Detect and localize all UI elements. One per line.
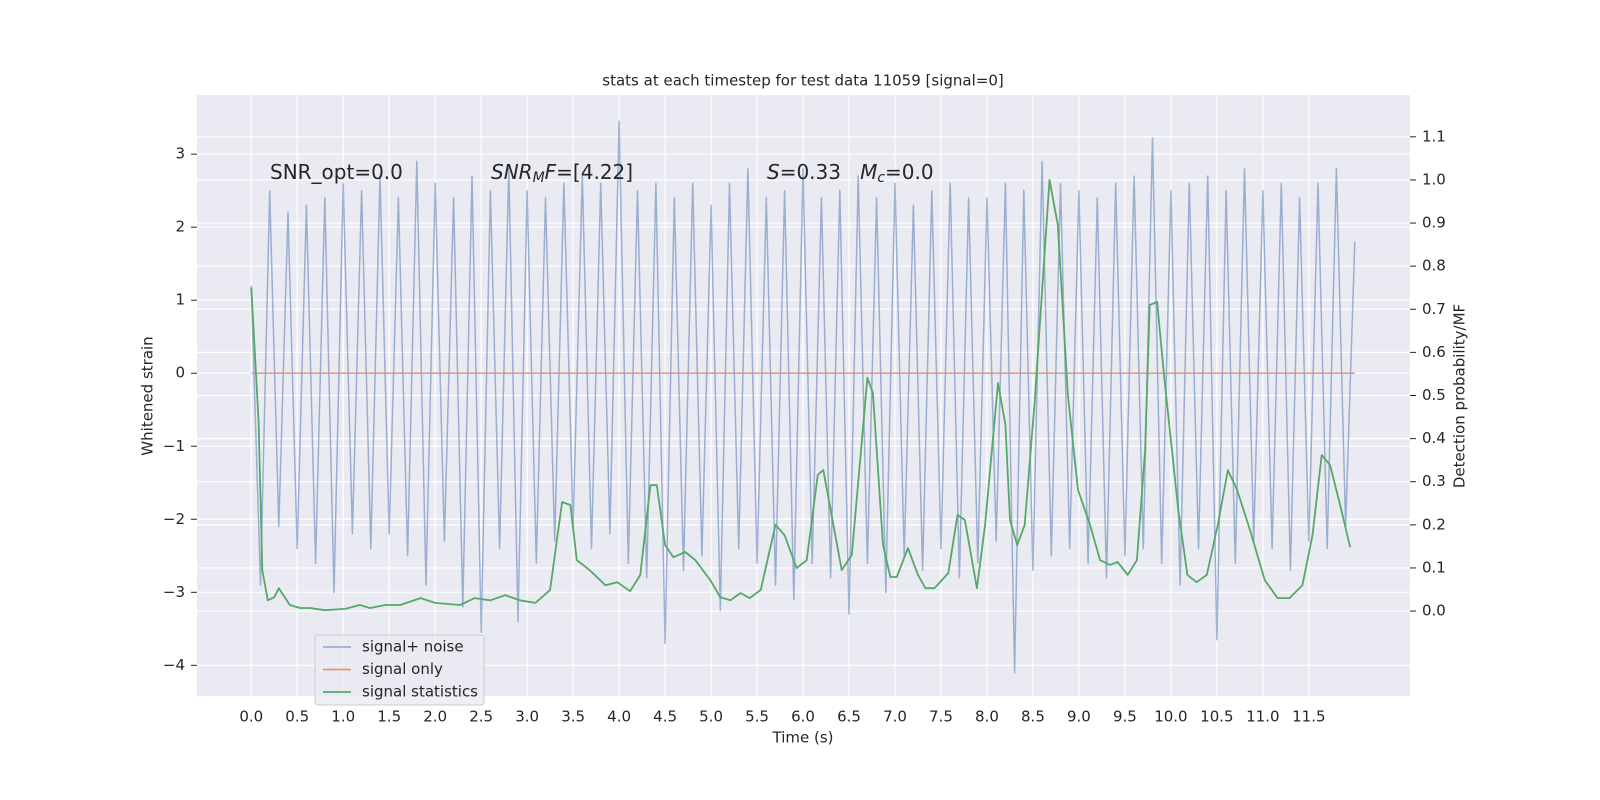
y2-tick-label: 0.7 [1422,300,1446,318]
x-tick-label: 7.5 [929,708,953,726]
y2-tick-label: 0.1 [1422,558,1446,576]
y2-tick-label: 1.0 [1422,170,1446,188]
x-tick-label: 10.5 [1200,708,1233,726]
y-tick-label: 3 [175,145,185,163]
series-line [250,179,1352,612]
legend-label: signal+ noise [362,638,464,656]
chart-title: stats at each timestep for test data 110… [602,72,1003,90]
x-tick-label: 6.0 [791,708,815,726]
x-tick-label: 1.0 [331,708,355,726]
x-tick-label: 3.5 [561,708,585,726]
x-tick-label: 0.5 [285,708,309,726]
annotation-part: =0.33 [780,160,860,184]
legend-label: signal only [362,660,443,678]
y2-tick-label: 0.6 [1422,343,1446,361]
y-tick-label: 2 [175,218,185,236]
annotation-part: SNR [491,160,533,184]
x-tick-label: 2.0 [423,708,447,726]
series-line [250,120,1356,674]
legend: signal+ noise signal only signal statistic… [314,634,485,706]
y-tick-label: −3 [163,583,185,601]
x-tick-label: 3.0 [515,708,539,726]
y2-tick-label: 0.2 [1422,515,1446,533]
x-tick-label: 4.5 [653,708,677,726]
y-tick-label: 0 [175,364,185,382]
x-tick-label: 6.5 [837,708,861,726]
y2-axis-label: Detection probability/MF [1451,304,1469,488]
y-tick-label: −4 [163,656,185,674]
legend-box [314,634,485,706]
y-axis-label: Whitened strain [139,336,157,455]
x-tick-label: 9.0 [1067,708,1091,726]
y2-tick-label: 0.3 [1422,472,1446,490]
annotation-part: M [860,160,877,184]
annotation-part: S [767,160,780,184]
x-tick-label: 8.0 [975,708,999,726]
x-tick-label: 0.0 [239,708,263,726]
x-tick-label: 1.5 [377,708,401,726]
y-tick-label: −1 [163,437,185,455]
y2-tick-label: 1.1 [1422,127,1446,145]
x-tick-label: 9.5 [1113,708,1137,726]
y-tick-label: 1 [175,291,185,309]
y2-tick-label: 0.9 [1422,214,1446,232]
x-tick-label: 11.0 [1246,708,1279,726]
annotation: S=0.33 Mc=0.0 [767,160,934,187]
annotation-part: c [877,170,885,186]
y2-tick-label: 0.5 [1422,386,1446,404]
y2-tick-label: 0.8 [1422,257,1446,275]
x-tick-label: 4.0 [607,708,631,726]
y-tick-label: −2 [163,510,185,528]
annotation-part: SNR_opt=0.0 [270,160,403,184]
x-tick-label: 8.5 [1021,708,1045,726]
x-tick-label: 7.0 [883,708,907,726]
x-tick-label: 2.5 [469,708,493,726]
annotation-part: F [545,160,557,184]
y2-tick-label: 0.0 [1422,602,1446,620]
annotation-part: M [533,170,545,186]
x-tick-label: 11.5 [1292,708,1325,726]
legend-label: signal statistics [362,683,478,701]
annotation: SNR_opt=0.0 [270,160,403,184]
y2-tick-label: 0.4 [1422,429,1446,447]
x-tick-label: 10.0 [1154,708,1187,726]
annotation: SNRMF=[4.22] [491,160,633,187]
x-tick-label: 5.0 [699,708,723,726]
annotation-part: =[4.22] [556,160,633,184]
annotation-part: =0.0 [885,160,934,184]
x-axis-label: Time (s) [772,729,834,747]
x-tick-label: 5.5 [745,708,769,726]
